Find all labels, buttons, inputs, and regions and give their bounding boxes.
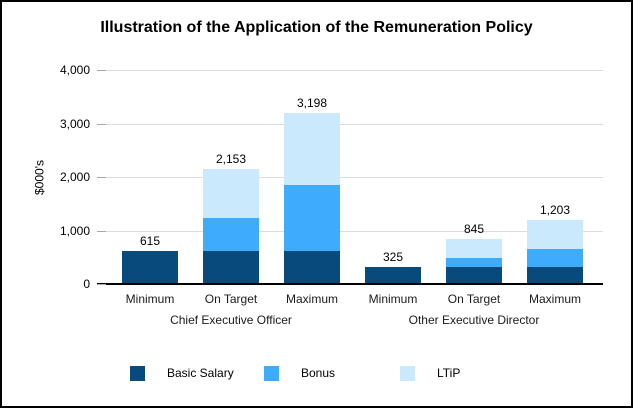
chart-title: Illustration of the Application of the R… (100, 19, 533, 36)
bar-segment-bonus (446, 257, 502, 267)
x-axis-line (97, 283, 603, 285)
bar-segment-basic-salary (365, 266, 421, 284)
stacked-bar (446, 238, 502, 284)
y-tick-label: 1,000 (59, 223, 90, 238)
y-axis-tick (97, 177, 106, 178)
bar-total-label: 325 (382, 249, 404, 264)
bar-total-label: 3,198 (296, 95, 328, 110)
gridline (102, 177, 603, 178)
stacked-bar (527, 219, 583, 284)
bar-total-label: 845 (463, 221, 485, 236)
bar-segment-basic-salary (284, 251, 340, 284)
bar-segment-basic-salary (122, 251, 178, 284)
legend-item-bonus: Bonus (264, 365, 335, 381)
legend-label: LTiP (437, 366, 461, 380)
bar-segment-ltip (203, 168, 259, 219)
legend: Basic Salary Bonus LTiP (2, 365, 631, 381)
y-axis-tick (97, 230, 106, 232)
bar-segment-ltip (446, 238, 502, 258)
bar-segment-basic-salary (446, 266, 502, 284)
group-label: Chief Executive Officer (170, 313, 292, 327)
y-tick-label: 0 (83, 277, 90, 291)
legend-swatch (264, 365, 279, 381)
legend-label: Basic Salary (167, 366, 234, 380)
category-label: Maximum (528, 292, 581, 306)
y-tick-label: 4,000 (59, 63, 90, 77)
category-label: On Target (204, 292, 258, 306)
bar-segment-ltip (284, 112, 340, 186)
gridline (102, 70, 603, 71)
bar-total-label: 1,203 (539, 202, 571, 217)
category-label: On Target (447, 292, 501, 306)
legend-swatch (400, 365, 415, 381)
stacked-bar (284, 112, 340, 284)
y-tick-label: 2,000 (59, 170, 90, 184)
legend-label: Bonus (301, 366, 336, 380)
bar-segment-basic-salary (203, 251, 259, 284)
gridline (102, 230, 603, 232)
y-tick-label: 3,000 (59, 116, 90, 131)
stacked-bar (122, 251, 178, 284)
category-label: Maximum (285, 292, 338, 306)
category-label: Minimum (368, 292, 418, 306)
legend-item-basic-salary: Basic Salary (130, 365, 234, 381)
stacked-bar (365, 266, 421, 284)
bar-segment-bonus (284, 185, 340, 252)
bar-segment-bonus (527, 249, 583, 267)
y-axis-tick (97, 284, 106, 285)
stacked-bar (203, 168, 259, 284)
group-label: Other Executive Director (408, 313, 540, 327)
y-axis-tick (97, 70, 106, 71)
gridline (102, 123, 603, 125)
legend-swatch (130, 365, 145, 381)
bar-segment-basic-salary (527, 266, 583, 284)
y-axis-tick (97, 123, 106, 125)
bar-total-label: 2,153 (215, 151, 247, 166)
bar-total-label: 615 (139, 234, 161, 249)
legend-item-ltip: LTiP (400, 365, 460, 381)
bar-segment-bonus (203, 218, 259, 252)
bar-segment-ltip (527, 219, 583, 250)
category-label: Minimum (125, 292, 175, 306)
plot-area: 615 Minimum 2,153 On Target 3,198 Maximum 325 M… (97, 70, 603, 327)
